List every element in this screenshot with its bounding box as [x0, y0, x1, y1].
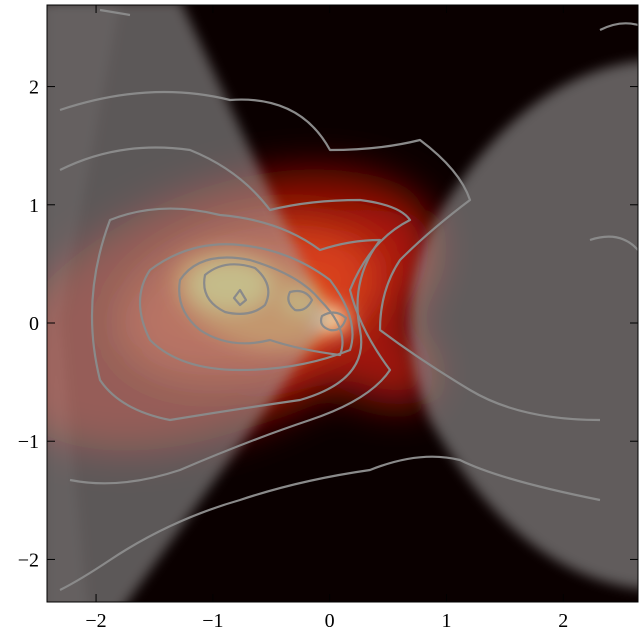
x-tick-label: −2 — [85, 610, 106, 632]
page: {"chart_data": {"type": "image", "xlim":… — [0, 0, 639, 635]
chart: −2 −1 0 1 2 −2 −1 0 1 2 — [0, 0, 639, 635]
y-tick-label: 0 — [29, 313, 39, 335]
y-tick-label: −2 — [18, 549, 39, 571]
y-tick-label: 2 — [29, 77, 39, 99]
image — [0, 0, 639, 635]
x-tick-label: −1 — [202, 610, 223, 632]
x-tick-label: 2 — [558, 610, 568, 632]
x-tick-label: 1 — [441, 610, 451, 632]
y-tick-label: 1 — [29, 195, 39, 217]
y-tick-label: −1 — [18, 431, 39, 453]
x-tick-label: 0 — [325, 610, 335, 632]
